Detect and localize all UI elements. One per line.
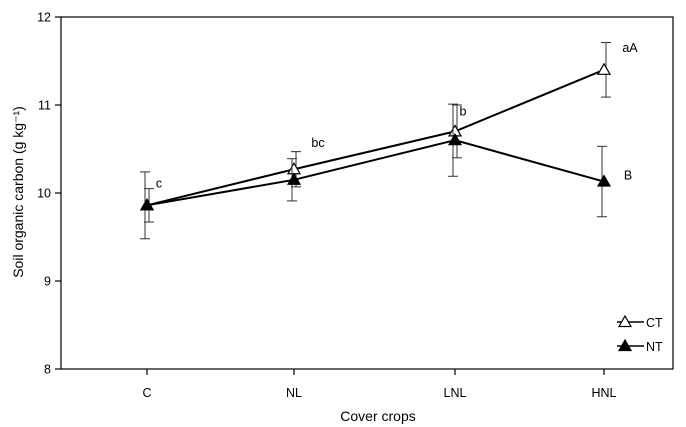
legend-label-ct: CT [646, 316, 663, 330]
series-line-ct [146, 68, 605, 207]
significance-label: bc [311, 136, 324, 150]
annotation-layer: c bc b aA B [156, 41, 638, 191]
x-tick-label: C [142, 386, 151, 400]
x-axis-ticks: C NL LNL HNL [142, 369, 617, 400]
y-tick-label: 10 [37, 187, 51, 201]
significance-label: c [156, 176, 162, 190]
series-layer [139, 42, 612, 240]
significance-label: b [460, 104, 467, 118]
y-axis-ticks: 8 9 10 11 12 [37, 11, 61, 377]
plot-frame [60, 16, 674, 370]
data-point-nt [596, 174, 612, 187]
significance-label: aA [622, 41, 638, 55]
series-nt [139, 103, 612, 240]
y-tick-label: 9 [44, 275, 51, 289]
legend: CT NT [617, 314, 663, 354]
y-tick-label: 11 [38, 99, 51, 113]
y-tick-label: 12 [37, 11, 51, 25]
series-line-nt [146, 139, 605, 207]
x-axis-title: Cover crops [340, 408, 415, 424]
data-point-ct [596, 62, 612, 75]
data-point-nt [447, 132, 463, 146]
significance-label: B [624, 169, 632, 183]
x-tick-label: NL [286, 386, 302, 400]
legend-marker-ct [617, 314, 633, 328]
y-tick-label: 8 [44, 363, 51, 377]
y-axis-title: Soil organic carbon (g kg⁻¹) [10, 106, 26, 278]
data-point-nt [139, 198, 155, 211]
x-tick-label: LNL [444, 386, 467, 400]
data-point-nt [286, 172, 302, 185]
legend-marker-nt [617, 338, 633, 352]
legend-label-nt: NT [646, 340, 663, 354]
plot-border [60, 16, 674, 370]
x-tick-label: HNL [591, 386, 616, 400]
